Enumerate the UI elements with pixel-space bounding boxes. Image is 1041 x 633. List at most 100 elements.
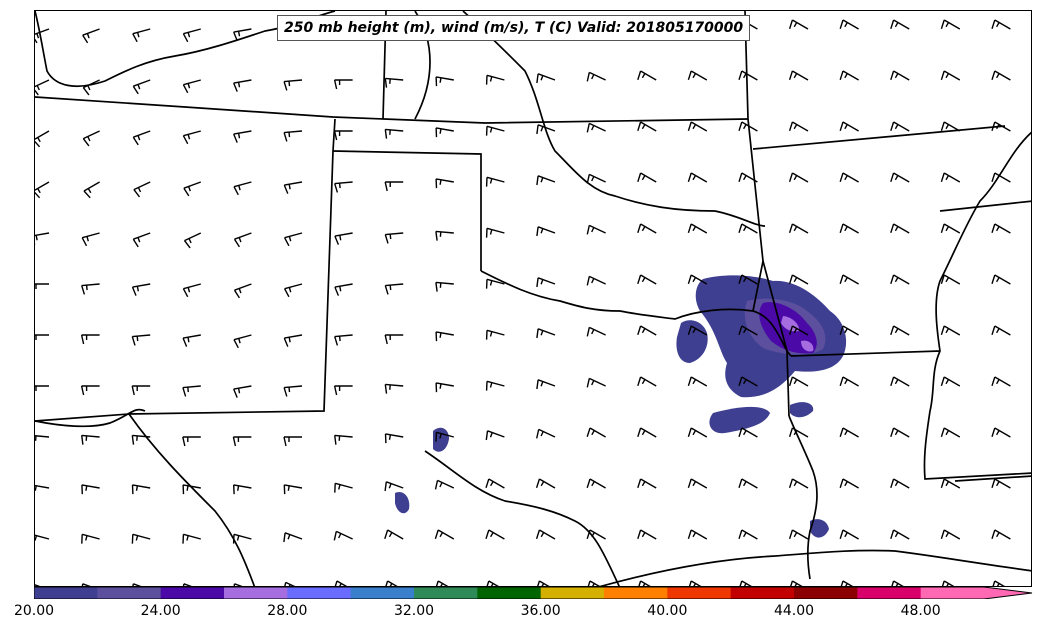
wind-barb — [35, 181, 50, 199]
wind-barb — [991, 274, 1011, 285]
wind-barb — [637, 427, 657, 438]
mississippi-east-border — [954, 475, 1031, 482]
kansas-south-border — [35, 96, 749, 124]
arkansas-louisiana-border — [790, 350, 941, 357]
wind-barb — [840, 580, 854, 586]
wind-barb — [435, 76, 454, 87]
wind-barb — [80, 385, 100, 396]
wind-barb — [182, 130, 201, 145]
colorbar-segment — [97, 587, 162, 599]
colorbar-segment — [667, 587, 732, 599]
wind-barb — [738, 121, 758, 132]
wind-barb — [283, 181, 303, 194]
wind-barb — [384, 77, 404, 88]
wind-barb — [485, 529, 505, 540]
wind-barb — [790, 580, 803, 586]
wind-barb — [891, 580, 904, 586]
colorbar-extend-arrow — [984, 587, 1032, 599]
wind-barb — [687, 172, 708, 183]
wind-barb — [233, 79, 252, 92]
wind-barb — [35, 334, 49, 340]
wind-barb — [131, 434, 151, 445]
wind-barb — [940, 478, 961, 489]
wind-barb — [738, 478, 758, 489]
wind-barb — [434, 529, 455, 540]
wind-barb — [35, 130, 50, 148]
wind-barb — [233, 385, 252, 398]
arkansas-east-border — [939, 200, 1031, 212]
temperature-region-texas-central-2 — [395, 491, 410, 514]
wind-barb — [384, 128, 404, 139]
arkansas-oklahoma-boundary — [762, 260, 788, 352]
wind-barb — [637, 376, 657, 387]
wind-barb — [788, 427, 809, 438]
wind-barb — [839, 325, 859, 336]
colorbar-tick-label: 20.00 — [13, 603, 55, 619]
wind-barb — [536, 124, 556, 135]
red-river — [480, 270, 792, 357]
wind-barb — [81, 533, 100, 544]
wind-barb — [890, 274, 910, 285]
wind-barb — [535, 529, 556, 540]
wind-barb — [131, 334, 151, 346]
wind-barb — [687, 376, 708, 387]
wind-barbs — [35, 19, 1011, 586]
wind-barb — [82, 28, 100, 44]
wind-barb — [890, 223, 910, 234]
wind-barb — [788, 376, 809, 387]
wind-barb — [940, 274, 961, 285]
wind-barb — [739, 580, 752, 586]
wind-barb — [890, 478, 910, 489]
wind-barb — [35, 385, 49, 391]
colorbar-segment — [477, 587, 542, 599]
wind-barb — [991, 223, 1011, 234]
wind-barb — [233, 28, 252, 41]
wind-barb — [890, 376, 910, 387]
wind-barb — [991, 70, 1011, 81]
wind-barb — [586, 224, 606, 235]
wind-barb — [485, 74, 505, 85]
wind-barb — [536, 428, 556, 439]
wind-barb — [435, 382, 454, 393]
wind-barb — [890, 529, 910, 540]
wind-barb — [586, 122, 606, 133]
wind-barb — [131, 283, 151, 296]
wind-barb — [536, 379, 556, 390]
wind-barb — [182, 385, 201, 397]
rio-grande — [35, 408, 146, 428]
wind-barb — [687, 427, 708, 438]
wind-barb — [384, 383, 404, 394]
wind-barb — [991, 172, 1011, 183]
wind-barb — [586, 427, 606, 438]
wind-barb — [384, 232, 404, 244]
wind-barb — [586, 173, 606, 184]
missouri-arkansas-border — [752, 125, 1006, 150]
wind-barb — [435, 431, 454, 442]
wind-barb — [334, 434, 353, 445]
wind-barb — [637, 478, 657, 489]
wind-barb — [334, 334, 353, 346]
wind-barb — [435, 281, 454, 292]
colorbar-tick-label: 32.00 — [393, 603, 435, 619]
wind-barb — [586, 71, 606, 82]
wind-barb — [132, 79, 151, 95]
wind-barb — [81, 283, 100, 295]
wind-barb — [637, 274, 657, 285]
wind-barb — [35, 435, 50, 441]
wind-barb — [890, 19, 910, 30]
wind-barb — [536, 226, 556, 237]
wind-barb — [687, 325, 708, 336]
wind-barb — [35, 28, 50, 44]
wind-barb — [334, 232, 353, 245]
wind-barb — [536, 73, 556, 84]
wind-barb — [485, 278, 505, 289]
texas-inner-border — [128, 413, 256, 586]
wind-barb — [131, 484, 151, 495]
wind-barb — [839, 274, 859, 285]
map-panel — [34, 10, 1032, 587]
wind-barb — [132, 130, 151, 146]
wind-barb — [738, 70, 758, 81]
wind-barb — [687, 529, 708, 540]
colorbar-segment — [794, 587, 858, 599]
colorbar-tick-label: 44.00 — [773, 603, 815, 619]
